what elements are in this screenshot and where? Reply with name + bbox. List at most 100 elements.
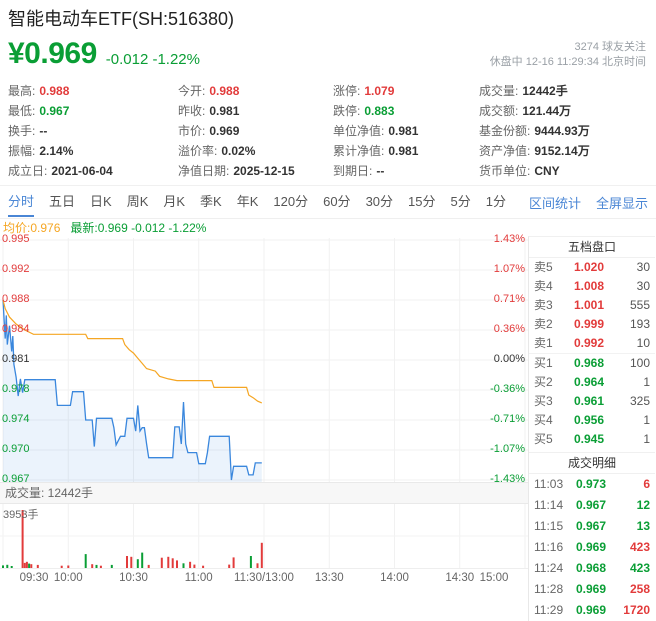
orderbook-row[interactable]: 卖4 1.008 30 [529, 277, 655, 296]
stat-item: 净值日期: 2025-12-15 [178, 161, 333, 181]
stats-column-2: 今开: 0.988 昨收: 0.981 市价: 0.969 溢价率: 0.02% 净值日期: 20… [178, 81, 333, 181]
orderbook-price: 0.961 [573, 394, 605, 408]
stat-value: 0.988 [209, 84, 240, 98]
stat-value: 0.883 [364, 104, 395, 118]
orderbook-row[interactable]: 卖5 1.020 30 [529, 258, 655, 277]
y-axis-pct-label: -1.07% [490, 443, 525, 455]
tab-1min[interactable]: 1分 [485, 194, 506, 209]
orderbook-volume: 10 [636, 336, 650, 350]
volume-bar [130, 556, 133, 568]
stat-value: 2025-12-15 [233, 164, 295, 178]
stats-column-1: 最高: 0.988 最低: 0.967 换手: -- 振幅: 2.14% 成立日: 2021-06… [8, 81, 178, 181]
trade-volume: 6 [643, 477, 650, 491]
quote-stats-grid: 最高: 0.988 最低: 0.967 换手: -- 振幅: 2.14% 成立日: 2021-06… [8, 81, 648, 181]
stat-item: 换手: -- [8, 121, 178, 141]
orderbook-row[interactable]: 卖3 1.001 555 [529, 296, 655, 315]
trade-time: 11:28 [534, 582, 564, 596]
stat-item: 市价: 0.969 [178, 121, 333, 141]
volume-bar [91, 564, 94, 568]
orderbook-price: 0.999 [573, 317, 605, 331]
quote-header: 智能电动车ETF(SH:516380) ¥0.969 -0.012 -1.22%… [0, 0, 656, 181]
stats-column-3: 涨停: 1.079 跌停: 0.883 单位净值: 0.981 累计净值: 0.981 到期日:… [333, 81, 479, 181]
orderbook-row[interactable]: 买3 0.961 325 [529, 392, 655, 411]
tab-daily-k[interactable]: 日K [90, 194, 112, 209]
volume-bar [136, 559, 139, 568]
trade-row: 11:15 0.967 13 [529, 516, 655, 537]
orderbook-price: 0.956 [573, 413, 605, 427]
orderbook-price: 0.964 [573, 375, 605, 389]
orderbook-row[interactable]: 买2 0.964 1 [529, 373, 655, 392]
volume-bar [36, 564, 39, 568]
trade-time: 11:03 [534, 477, 564, 491]
orderbook-row[interactable]: 买1 0.968 100 [529, 353, 655, 373]
orderbook-level-label: 卖3 [534, 298, 553, 312]
trade-price: 0.967 [575, 498, 607, 512]
trade-list: 11:03 0.973 6 11:14 0.967 12 11:15 0.967 13 11:16… [529, 474, 655, 621]
trade-price: 0.969 [575, 540, 607, 554]
stat-value: 0.981 [388, 124, 419, 138]
orderbook-volume: 555 [629, 298, 650, 312]
y-axis-price-label: 0.970 [2, 443, 30, 455]
tab-yearly-k[interactable]: 年K [236, 194, 259, 209]
tab-60min[interactable]: 60分 [323, 194, 351, 209]
y-axis-price-label: 0.978 [2, 383, 30, 395]
fullscreen-link[interactable]: 全屏显示 [595, 195, 648, 211]
volume-bar [249, 556, 252, 568]
stat-value: 0.981 [388, 144, 419, 158]
orderbook-row[interactable]: 买5 0.945 1 [529, 430, 655, 449]
stat-value: 0.969 [209, 124, 240, 138]
volume-bar [167, 556, 170, 568]
volume-chart-svg [0, 504, 528, 568]
tab-30min[interactable]: 30分 [365, 194, 394, 209]
latest-price-label: 最新:0.969 -0.012 -1.22% [70, 221, 207, 235]
y-axis-price-label: 0.995 [2, 233, 30, 245]
x-axis-label: 10:30 [119, 572, 148, 584]
tab-5min[interactable]: 5分 [450, 194, 471, 209]
volume-bar [10, 566, 13, 568]
volume-chart[interactable]: 3953手 [0, 504, 528, 569]
x-axis-label: 11:00 [184, 572, 213, 584]
tab-monthly-k[interactable]: 月K [163, 194, 186, 209]
stat-value: 121.44万 [522, 104, 572, 118]
tab-5day[interactable]: 五日 [49, 194, 76, 209]
stat-item: 涨停: 1.079 [333, 81, 479, 101]
stat-label: 最高: [8, 84, 36, 98]
stat-value: 0.967 [39, 104, 70, 118]
volume-bar [2, 565, 4, 568]
tab-weekly-k[interactable]: 周K [126, 194, 149, 209]
orderbook-level-label: 买4 [534, 413, 553, 427]
orderbook-row[interactable]: 卖1 0.992 10 [529, 334, 655, 353]
page-title: 智能电动车ETF(SH:516380) [8, 9, 235, 29]
x-axis-label: 09:30 [19, 572, 49, 584]
range-stats-link[interactable]: 区间统计 [528, 195, 581, 211]
chart-and-panel: 均价:0.976 最新:0.969 -0.012 -1.22% 0.995 0.99… [0, 219, 656, 621]
stat-item: 今开: 0.988 [178, 81, 333, 101]
tab-15min[interactable]: 15分 [408, 194, 436, 209]
tab-quarterly-k[interactable]: 季K [200, 194, 222, 209]
stat-item: 货币单位: CNY [479, 161, 648, 181]
stat-item: 累计净值: 0.981 [333, 141, 479, 161]
price-change: -0.012 -1.22% [105, 51, 200, 68]
time-axis: 09:30 10:00 10:30 11:00 11:30/13:00 13:30 14:0… [0, 569, 528, 589]
stat-value: 9444.93万 [534, 124, 590, 138]
stat-label: 市价: [178, 124, 206, 138]
volume-bar [23, 562, 26, 568]
tab-intraday[interactable]: 分时 [8, 187, 35, 217]
volume-bar [141, 552, 144, 568]
stat-value: 2.14% [39, 144, 74, 158]
stat-value: 0.981 [209, 104, 240, 118]
orderbook-row[interactable]: 卖2 0.999 193 [529, 315, 655, 334]
watchers-count: 3274 球友关注 [574, 41, 646, 53]
intraday-price-chart[interactable]: 0.995 0.992 0.988 0.984 0.981 0.978 0.974 0.970… [0, 233, 528, 485]
orderbook-level-label: 买3 [534, 394, 553, 408]
stat-value: 0.02% [221, 144, 256, 158]
y-axis-price-label: 0.967 [2, 473, 30, 485]
volume-bar [110, 564, 113, 568]
orderbook-row[interactable]: 买4 0.956 1 [529, 411, 655, 430]
tab-120min[interactable]: 120分 [273, 194, 309, 209]
trade-volume: 13 [636, 519, 650, 533]
stat-label: 涨停: [333, 84, 361, 98]
orderbook-volume: 193 [629, 317, 650, 331]
volume-bar [260, 542, 263, 568]
chart-column: 均价:0.976 最新:0.969 -0.012 -1.22% 0.995 0.99… [0, 219, 528, 589]
